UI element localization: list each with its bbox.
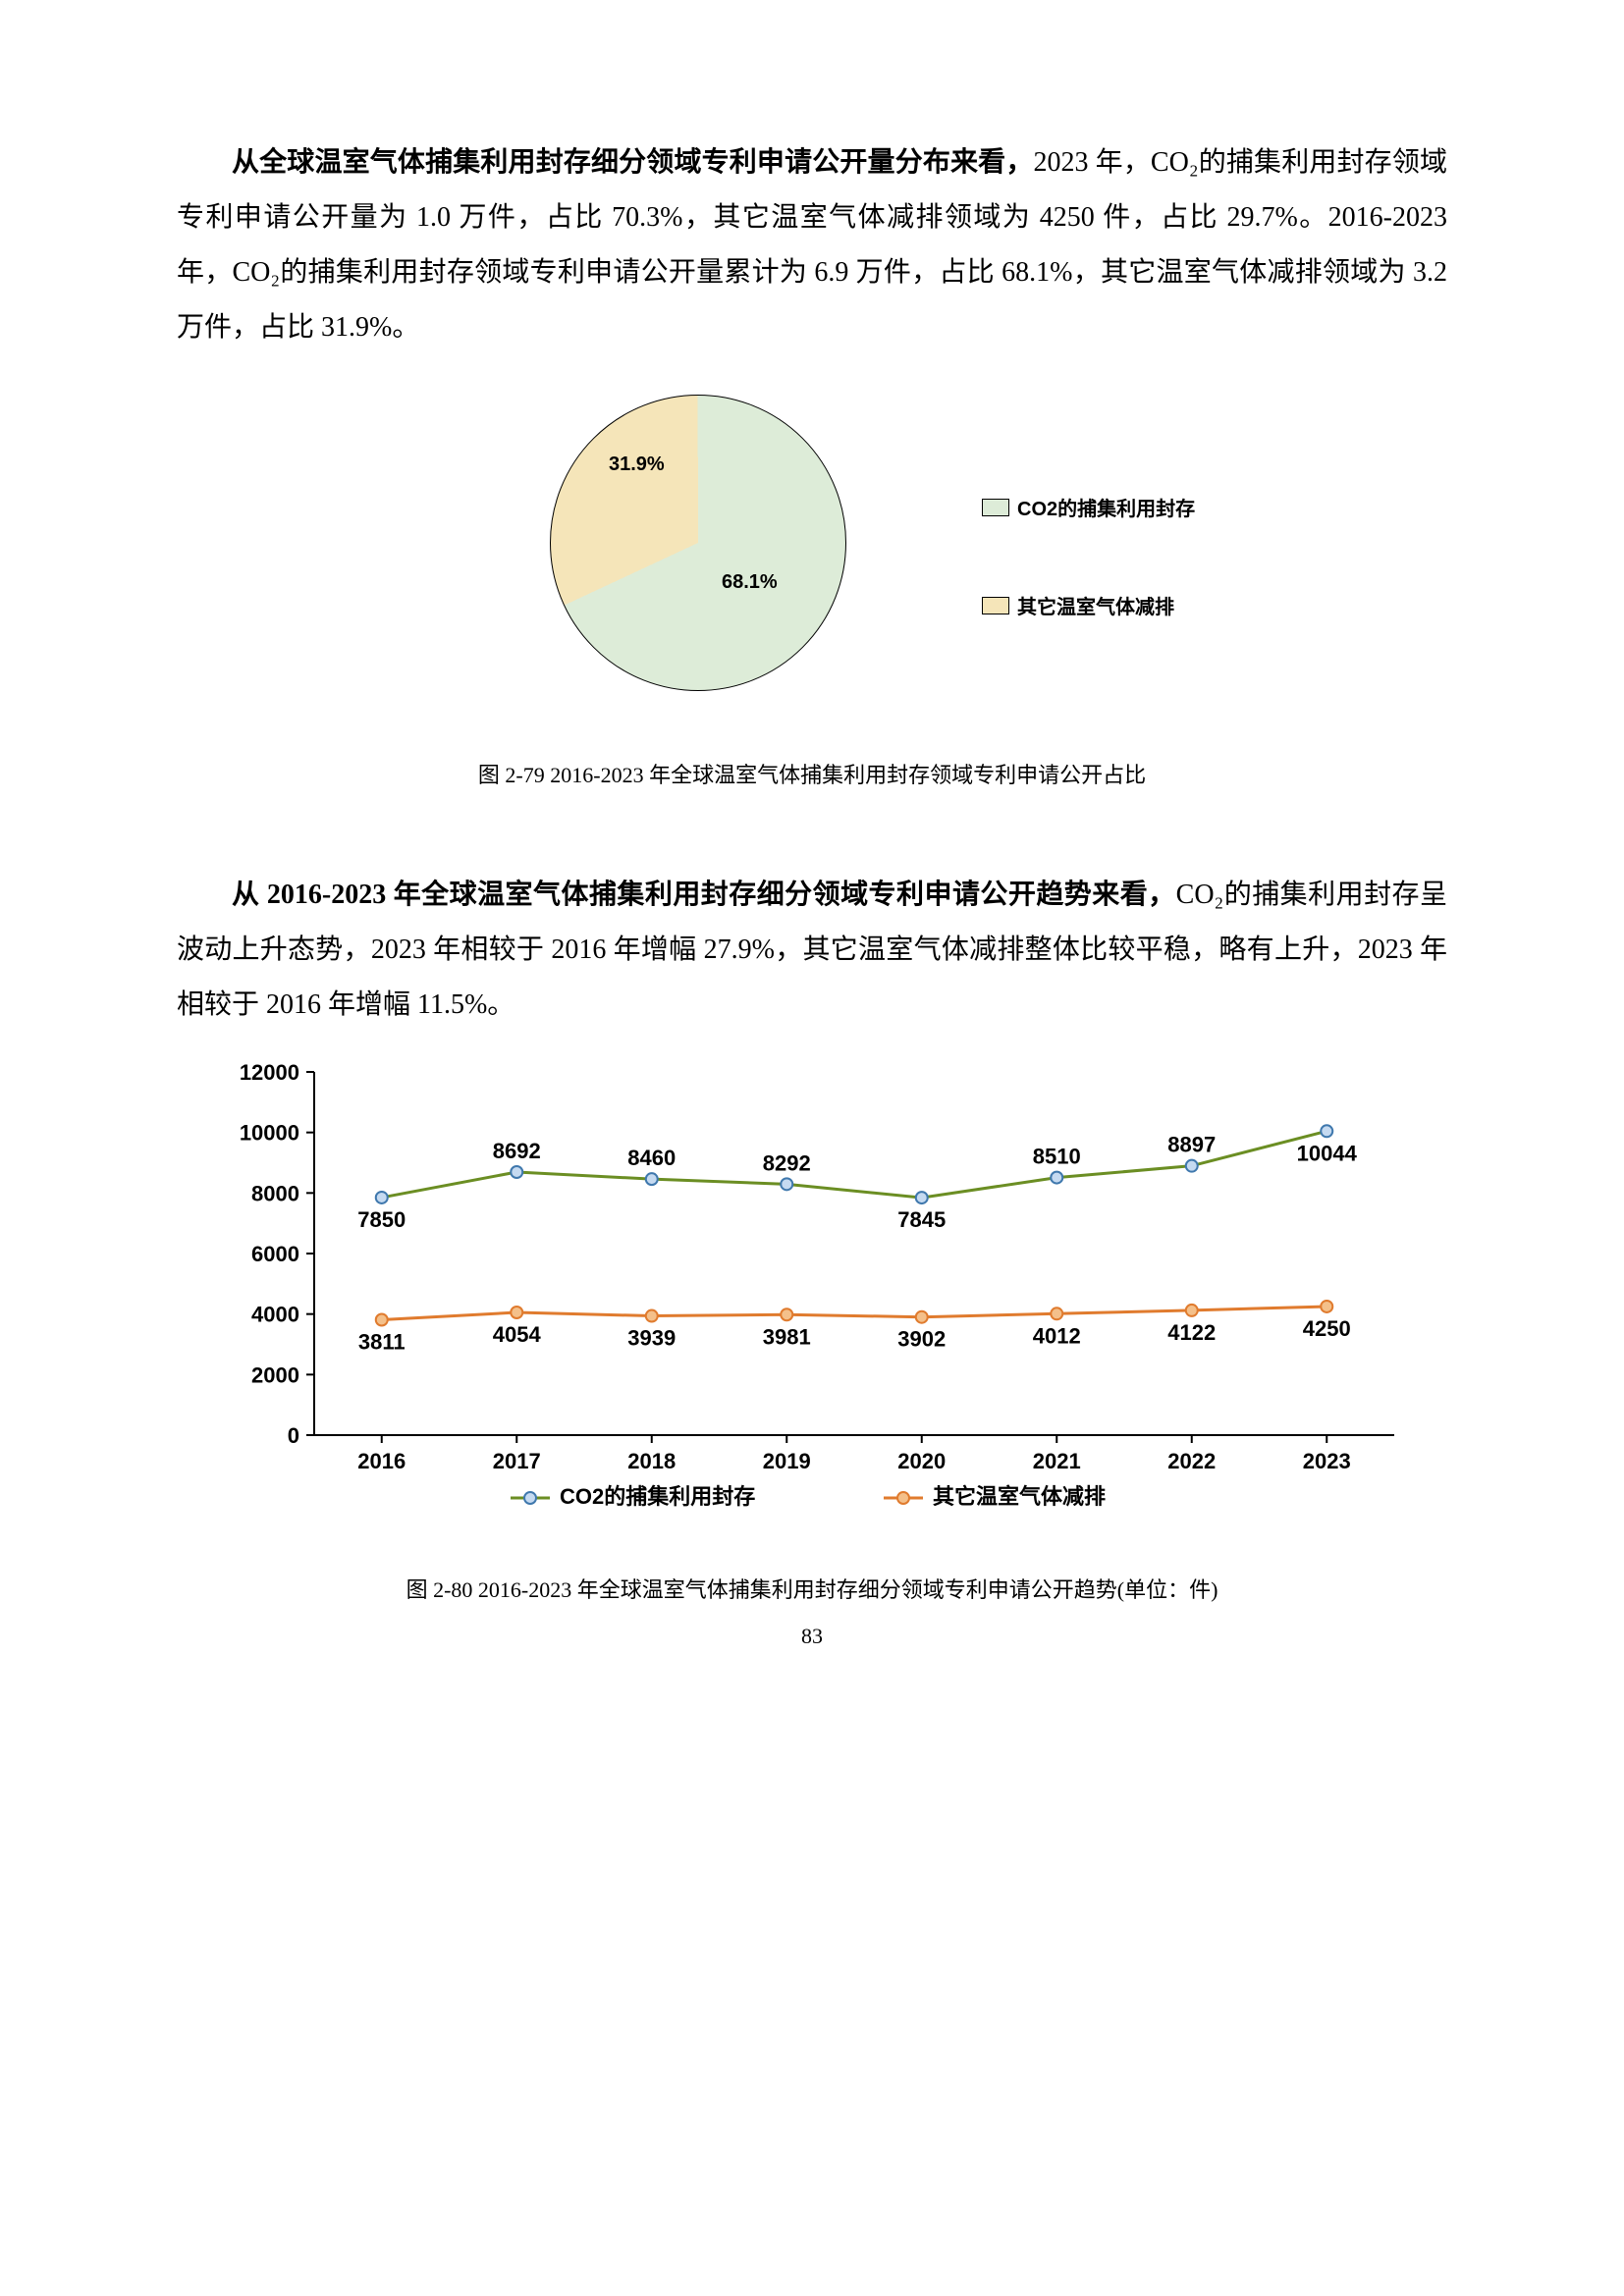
svg-text:7850: 7850	[357, 1207, 406, 1232]
svg-text:8460: 8460	[627, 1146, 676, 1170]
svg-text:8000: 8000	[251, 1181, 299, 1205]
page-number: 83	[177, 1624, 1447, 1649]
pie-legend-label-other: 其它温室气体减排	[1017, 591, 1174, 619]
pie-graphic	[550, 395, 846, 691]
paragraph-1: 从全球温室气体捕集利用封存细分领域专利申请公开量分布来看，2023 年，CO₂的…	[177, 135, 1447, 355]
pie-chart: 31.9% 68.1% CO2的捕集利用封存 其它温室气体减排	[177, 375, 1447, 748]
paragraph-2-lead: 从 2016-2023 年全球温室气体捕集利用封存细分领域专利申请公开趋势来看，	[232, 880, 1176, 910]
paragraph-2: 从 2016-2023 年全球温室气体捕集利用封存细分领域专利申请公开趋势来看，…	[177, 868, 1447, 1033]
svg-text:4000: 4000	[251, 1303, 299, 1327]
svg-text:其它温室气体减排: 其它温室气体减排	[933, 1484, 1106, 1509]
svg-text:2021: 2021	[1033, 1449, 1081, 1473]
svg-text:10044: 10044	[1297, 1141, 1358, 1165]
svg-text:8292: 8292	[763, 1150, 811, 1175]
svg-text:4012: 4012	[1033, 1323, 1081, 1348]
svg-text:0: 0	[288, 1423, 299, 1448]
pie-legend-swatch-other	[982, 597, 1009, 614]
svg-text:8897: 8897	[1167, 1133, 1216, 1157]
svg-text:2023: 2023	[1303, 1449, 1351, 1473]
svg-text:7845: 7845	[897, 1207, 946, 1232]
svg-text:10000: 10000	[240, 1121, 299, 1146]
svg-text:2016: 2016	[357, 1449, 406, 1473]
svg-text:3902: 3902	[897, 1327, 946, 1352]
pie-slice-label-co2: 68.1%	[722, 571, 778, 594]
svg-text:2000: 2000	[251, 1362, 299, 1387]
svg-text:6000: 6000	[251, 1242, 299, 1266]
svg-text:3939: 3939	[627, 1326, 676, 1351]
svg-text:4122: 4122	[1167, 1320, 1216, 1345]
svg-text:8692: 8692	[493, 1139, 541, 1163]
svg-text:3811: 3811	[358, 1329, 406, 1354]
svg-text:4250: 4250	[1303, 1316, 1351, 1341]
line-chart: 0 2000 4000 6000 8000 10000 12000 2016 2017 2018 2…	[196, 1052, 1424, 1523]
svg-text:4054: 4054	[493, 1322, 542, 1347]
svg-text:2020: 2020	[897, 1449, 946, 1473]
pie-legend-item-co2: CO2的捕集利用封存	[982, 493, 1195, 521]
pie-legend-label-co2: CO2的捕集利用封存	[1017, 493, 1195, 521]
svg-text:8510: 8510	[1033, 1145, 1081, 1169]
paragraph-1-lead: 从全球温室气体捕集利用封存细分领域专利申请公开量分布来看，	[232, 147, 1033, 178]
svg-text:3981: 3981	[763, 1324, 811, 1349]
pie-legend-swatch-co2	[982, 499, 1009, 516]
line-chart-caption: 图 2-80 2016-2023 年全球温室气体捕集利用封存细分领域专利申请公开…	[177, 1573, 1447, 1604]
pie-slice-label-other: 31.9%	[609, 454, 665, 476]
svg-text:12000: 12000	[240, 1060, 299, 1085]
svg-text:CO2的捕集利用封存: CO2的捕集利用封存	[560, 1484, 755, 1509]
svg-text:2022: 2022	[1167, 1449, 1216, 1473]
pie-caption: 图 2-79 2016-2023 年全球温室气体捕集利用封存领域专利申请公开占比	[177, 758, 1447, 789]
pie-legend-item-other: 其它温室气体减排	[982, 591, 1174, 619]
svg-text:2018: 2018	[627, 1449, 676, 1473]
svg-text:2017: 2017	[493, 1449, 541, 1473]
svg-text:2019: 2019	[763, 1449, 811, 1473]
